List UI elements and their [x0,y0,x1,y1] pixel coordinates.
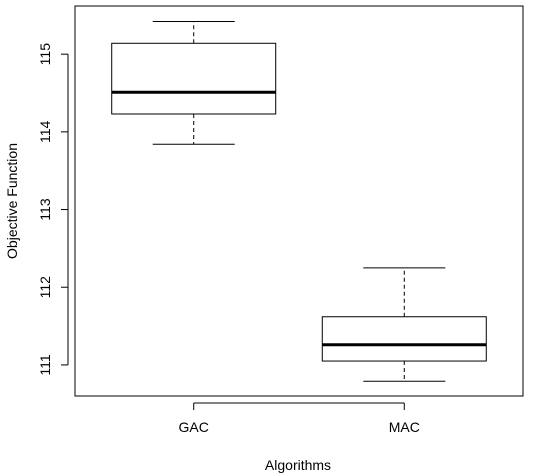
y-tick-label: 111 [37,354,53,375]
x-tick-label: MAC [389,419,420,435]
box-mac [321,267,487,382]
y-tick-label: 115 [37,43,53,66]
boxes-group [111,21,487,382]
iqr-box [321,316,487,362]
box-gac [111,21,277,145]
iqr-box [111,42,277,115]
x-tick-label: GAC [179,419,209,435]
y-tick-label: 114 [37,120,53,143]
y-tick-label: 113 [37,198,53,221]
y-axis: 111 112 113 114 115 [37,43,69,376]
plot-frame [74,5,524,397]
y-axis-label: Objective Function [4,143,20,259]
x-axis: GAC MAC [179,402,420,435]
x-axis-label: Algorithms [265,457,331,473]
y-tick-label: 112 [37,276,53,299]
